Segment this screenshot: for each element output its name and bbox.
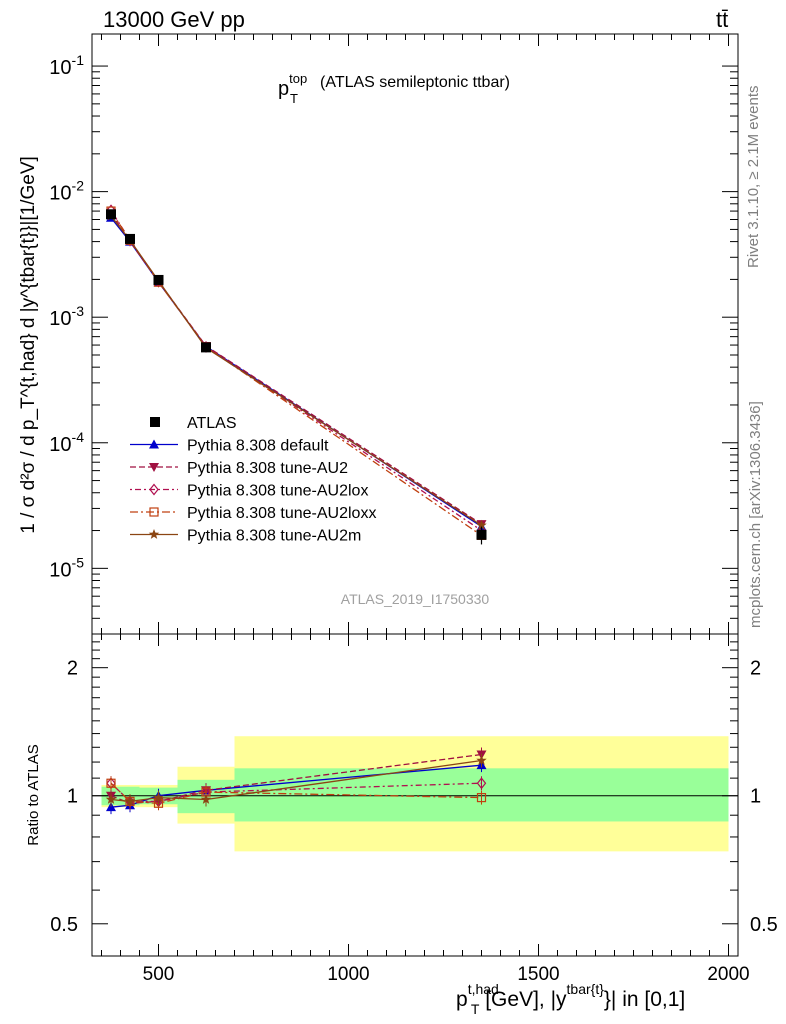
main-y-tick-label: 10-5 — [49, 554, 84, 581]
ratio-y-tick-label: 0.5 — [50, 914, 78, 936]
legend-label: Pythia 8.308 tune-AU2loxx — [187, 505, 376, 522]
legend-marker — [150, 417, 160, 427]
ratio-plot-frame — [91, 633, 739, 957]
main-y-tick-label: 10-1 — [49, 52, 84, 79]
main-y-tick-label: 10-2 — [49, 178, 84, 205]
data-point — [476, 529, 487, 540]
legend-marker — [148, 529, 160, 539]
main-y-tick-label: 10-3 — [49, 303, 84, 330]
main-series-line — [110, 217, 482, 528]
ratio-series-marker — [105, 794, 117, 804]
ratio-series-marker — [124, 795, 136, 806]
analysis-id: ATLAS_2019_I1750330 — [341, 591, 490, 607]
main-y-axis-title: 1 / σ d²σ / d p_T^{t,had} d |y^{tbar{t}}… — [18, 156, 39, 534]
main-series-marker — [476, 519, 487, 530]
main-y-tick-label: 10-4 — [49, 429, 84, 456]
legend-label: Pythia 8.308 tune-AU2lox — [187, 483, 368, 500]
energy-label: 13000 GeV pp — [103, 7, 245, 32]
legend-marker — [149, 507, 159, 517]
x-tick-label: 500 — [143, 964, 175, 985]
legend-marker — [149, 463, 159, 472]
ratio-series-marker — [476, 777, 487, 790]
legend-marker — [149, 483, 159, 496]
process-label: tt̄ — [716, 7, 729, 32]
legend-label: ATLAS — [187, 415, 237, 432]
main-series-line — [110, 213, 482, 525]
ratio-series-marker — [106, 778, 116, 788]
ratio-series-marker — [476, 792, 487, 803]
x-axis-title: pt,had T [GeV], |ytbar{t}}| in [0,1] — [456, 981, 685, 1017]
main-series-line — [110, 215, 482, 526]
ratio-y-tick-label: 2 — [67, 658, 78, 680]
ratio-series-marker — [200, 794, 212, 804]
ratio-series-marker — [153, 792, 164, 802]
ratio-y-tick-label-right: 1 — [750, 786, 761, 808]
data-point — [201, 342, 211, 353]
x-tick-label: 1000 — [327, 964, 369, 985]
ratio-series-marker — [476, 755, 487, 765]
x-tick-label: 2000 — [707, 964, 749, 985]
ratio-series-marker — [106, 802, 116, 812]
legend-label: Pythia 8.308 tune-AU2m — [187, 528, 361, 545]
ratio-y-axis-title: Ratio to ATLAS — [25, 744, 42, 845]
plot-title: ptop T — [278, 71, 307, 106]
legend-label: Pythia 8.308 tune-AU2 — [187, 460, 348, 477]
ratio-y-tick-label-right: 2 — [750, 658, 761, 680]
x-tick-label: 1500 — [517, 964, 559, 985]
legend-label: Pythia 8.308 default — [187, 438, 329, 455]
ratio-y-tick-label: 1 — [67, 786, 78, 808]
plot-title-subtitle: (ATLAS semileptonic ttbar) — [320, 74, 510, 91]
data-point — [106, 209, 116, 220]
data-point — [125, 233, 135, 244]
legend-marker — [149, 439, 159, 449]
data-point — [153, 274, 164, 285]
ratio-y-tick-label-right: 0.5 — [750, 914, 778, 936]
